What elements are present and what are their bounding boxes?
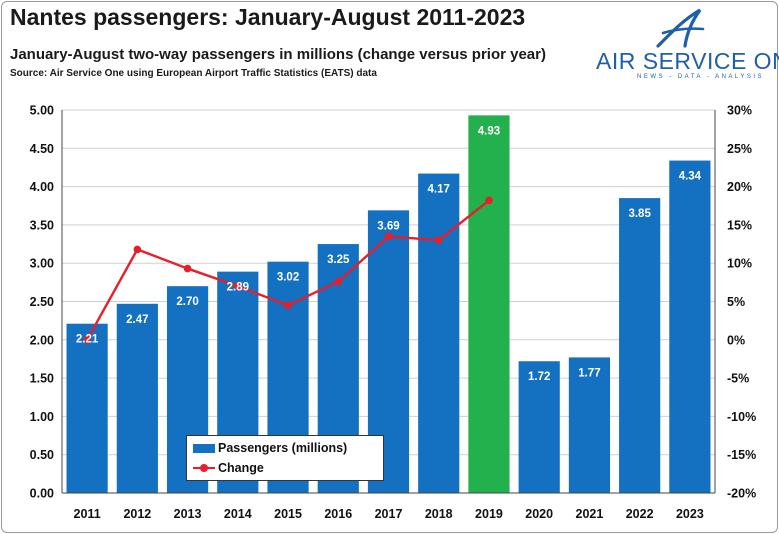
data-labels: 2.21 2.47 2.70 2.89 3.02 3.25 3.69 4.17 4.93 1.72… (76, 125, 702, 383)
legend-label-passengers: Passengers (millions) (218, 441, 348, 455)
x-tick-label: 2014 (224, 507, 252, 521)
x-tick-label: 2020 (525, 507, 553, 521)
y-right-tick-label: -15% (727, 448, 756, 462)
air-service-one-logo: AIR SERVICE ONE NEWS - DATA - ANALYSIS (594, 8, 779, 86)
bar-value-label: 2.47 (126, 314, 148, 326)
change-point-2015 (284, 301, 292, 310)
y-left-tick-label: 3.00 (30, 257, 54, 271)
bar-value-label: 3.69 (377, 220, 399, 232)
y-left-tick-label: 3.50 (30, 218, 54, 232)
bar-2023 (669, 160, 711, 493)
x-tick-label: 2012 (123, 507, 151, 521)
y-right-tick-label: 5% (727, 295, 745, 309)
y-right-tick-label: -20% (727, 487, 756, 501)
bar-2019 (468, 115, 510, 493)
y-left-tick-label: 4.00 (30, 180, 54, 194)
y-right-tick-label: 0% (727, 333, 745, 347)
x-tick-label: 2011 (74, 507, 101, 521)
x-tick-label: 2021 (576, 507, 604, 521)
legend-swatch-line (193, 463, 215, 473)
chart-title: Nantes passengers: January-August 2011-2… (10, 4, 526, 30)
bar-series (66, 115, 711, 493)
y-left-tick-label: 1.50 (30, 372, 54, 386)
bar-2012 (116, 303, 158, 493)
bar-value-label: 4.93 (478, 125, 500, 137)
y-right-tick-label: 15% (727, 218, 752, 232)
bar-value-label: 2.70 (176, 296, 198, 308)
bar-value-label: 2.89 (227, 282, 249, 294)
bar-2020 (518, 361, 560, 493)
change-point-2013 (183, 264, 192, 273)
y-left-tick-label: 2.00 (30, 333, 54, 347)
y-right-tick-label: -5% (727, 372, 749, 386)
y-right-tick-label: 20% (727, 180, 752, 194)
change-series (83, 196, 493, 344)
legend-item-change: Change (193, 459, 264, 477)
y-right-tick-label: -10% (727, 410, 756, 424)
y-left-tick-label: 0.00 (30, 487, 54, 501)
axes: 0.00 0.50 1.00 1.50 2.00 2.50 3.00 3.50 4.00 4.50… (30, 104, 757, 522)
bar-value-label: 4.17 (428, 184, 450, 196)
bar-value-label: 4.34 (679, 171, 702, 183)
bar-2011 (66, 323, 108, 493)
x-tick-label: 2017 (375, 507, 403, 521)
change-point-2019 (485, 196, 493, 205)
legend-item-passengers: Passengers (millions) (193, 439, 347, 457)
stylized-a-icon (656, 8, 705, 48)
bar-2018 (418, 173, 460, 493)
logo-tagline: NEWS - DATA - ANALYSIS (636, 74, 764, 80)
x-tick-label: 2023 (676, 507, 704, 521)
y-left-tick-label: 0.50 (30, 448, 54, 462)
bar-value-label: 1.72 (528, 371, 550, 383)
legend: Passengers (millions) Change (186, 435, 384, 481)
change-point-2012 (133, 245, 142, 254)
bar-2022 (619, 198, 661, 493)
y-left-tick-label: 2.50 (30, 295, 54, 309)
bar-value-label: 2.21 (76, 334, 99, 346)
legend-swatch-bar (193, 443, 215, 453)
x-tick-label: 2022 (626, 507, 654, 521)
x-tick-label: 2015 (274, 507, 302, 521)
bar-value-label: 3.02 (277, 272, 299, 284)
y-right-tick-label: 10% (727, 257, 752, 271)
y-left-tick-label: 4.50 (30, 142, 54, 156)
x-tick-label: 2018 (425, 507, 453, 521)
bar-value-label: 1.77 (578, 367, 600, 379)
change-point-2014 (234, 282, 242, 290)
chart-subtitle: January-August two-way passengers in mil… (10, 46, 546, 63)
change-point-2018 (434, 236, 443, 245)
x-tick-label: 2019 (475, 507, 503, 521)
x-tick-label: 2016 (324, 507, 352, 521)
legend-label-change: Change (218, 461, 264, 475)
y-right-tick-label: 30% (727, 104, 752, 118)
source-note: Source: Air Service One using European A… (10, 68, 377, 79)
y-left-tick-label: 5.00 (30, 104, 54, 118)
y-right-tick-label: 25% (727, 142, 752, 156)
change-point-2011 (83, 336, 91, 344)
bar-value-label: 3.25 (327, 254, 350, 266)
x-tick-label: 2013 (174, 507, 202, 521)
change-point-2017 (384, 232, 393, 241)
change-point-2016 (334, 277, 343, 286)
logo-name: AIR SERVICE ONE (596, 48, 779, 74)
y-left-tick-label: 1.00 (30, 410, 54, 424)
bar-2021 (568, 357, 611, 493)
bar-value-label: 3.85 (628, 208, 651, 220)
